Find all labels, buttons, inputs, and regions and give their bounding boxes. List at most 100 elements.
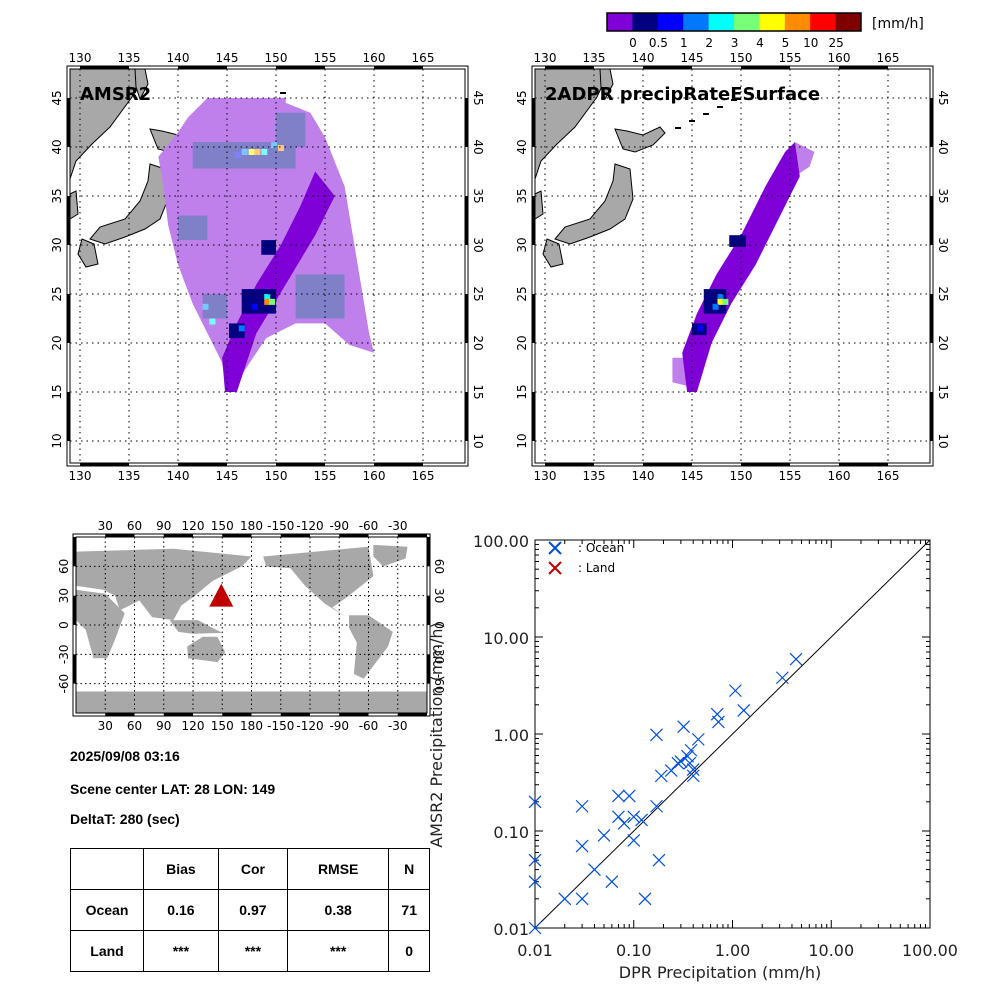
- colorbar-tick-label: 4: [756, 36, 764, 50]
- x-tick-label: 1.00: [715, 941, 751, 960]
- precip-pixel: [264, 294, 271, 300]
- legend-label-land: : Land: [578, 561, 615, 575]
- frame-bar: [465, 392, 468, 441]
- scatter-legend: : Ocean : Land: [548, 541, 624, 575]
- precip-heavy: [261, 240, 276, 255]
- colorbar-frame: [606, 12, 862, 32]
- frame-bar: [839, 66, 888, 69]
- precip-patch: [178, 215, 208, 241]
- frame-bar: [105, 713, 135, 716]
- lat-tick-label-left: 20: [50, 335, 64, 350]
- scatter-point-ocean: [681, 749, 694, 763]
- world-landmass: [76, 589, 125, 659]
- frame-bar: [741, 66, 790, 69]
- lon-tick-label-bottom: 160: [363, 469, 386, 483]
- lat-tick-label-left: 45: [515, 90, 529, 105]
- map-border-outer: [531, 65, 934, 467]
- lon-tick-label-top: 135: [118, 51, 141, 65]
- table-row: Land *** *** *** 0: [70, 930, 430, 972]
- point-stroke: [650, 799, 663, 813]
- scatter-point-ocean: [612, 789, 625, 803]
- scatter-point-ocean: [635, 813, 648, 827]
- frame-bar: [178, 463, 227, 466]
- x-tick-label: 100.00: [902, 941, 958, 960]
- world-landmass: [349, 615, 393, 679]
- colorbar-swatch: [784, 13, 811, 31]
- land-honshu: [554, 163, 634, 245]
- precip-pixel: [209, 318, 216, 325]
- point-stroke: [683, 756, 697, 770]
- frame-bar: [532, 196, 535, 245]
- precip-pixel: [264, 298, 271, 305]
- island-kuril: [731, 99, 737, 101]
- x-tick-label: 0.10: [616, 941, 652, 960]
- lon-tick-label-top: 150: [730, 51, 753, 65]
- lat-tick-label-right: 25: [936, 286, 950, 301]
- frame-bar: [930, 98, 933, 147]
- lat-tick-label-right: 30: [936, 237, 950, 252]
- scatter-plot: 0.01 0.10 1.00 10.00 100.00 0.01 0.10 1.00 10.00…: [427, 532, 958, 982]
- frame-bar: [73, 537, 76, 567]
- colorbar-swatch: [759, 13, 786, 31]
- scatter-point-ocean: [575, 839, 589, 853]
- frame-bar: [427, 654, 430, 684]
- lon-tick-label-top: 140: [167, 51, 190, 65]
- scatter-point-ocean: [627, 810, 641, 824]
- point-stroke: [789, 652, 803, 666]
- island-kuril: [675, 127, 681, 129]
- frame-bar: [465, 196, 468, 245]
- colorbar-swatch: [734, 13, 760, 31]
- colorbar-swatch: [708, 13, 735, 31]
- map-title-amsr2: AMSR2: [80, 84, 151, 105]
- frame-bar: [67, 392, 70, 441]
- lat-tick-label-right: 45: [936, 90, 950, 105]
- lon-tick-label-top: 165: [412, 51, 435, 65]
- world-landmass: [187, 636, 226, 663]
- land-korea: [534, 190, 544, 220]
- point-stroke: [528, 875, 542, 889]
- world-lon-tick-label-bottom: 180: [240, 719, 263, 733]
- colorbar-swatch: [657, 13, 684, 31]
- frame-bar: [222, 534, 252, 537]
- lon-tick-label-bottom: 135: [583, 469, 606, 483]
- frame-bar: [930, 196, 933, 245]
- point-stroke: [588, 863, 601, 877]
- lon-tick-label-top: 155: [314, 51, 337, 65]
- frame-bar: [643, 463, 692, 466]
- lon-tick-label-top: 165: [877, 51, 900, 65]
- lon-tick-label-top: 145: [681, 51, 704, 65]
- scatter-point-ocean: [617, 816, 631, 830]
- x-tick-label: 10.00: [808, 941, 854, 960]
- world-lon-tick-label-top: 120: [182, 519, 205, 533]
- lon-tick-label-top: 145: [216, 51, 239, 65]
- lat-tick-label-right: 15: [471, 384, 485, 399]
- scene-location-marker-icon: [209, 583, 234, 607]
- point-stroke: [627, 810, 641, 824]
- legend-marker-ocean-icon: [548, 541, 562, 555]
- point-stroke: [627, 833, 641, 847]
- table-cell: 0.16: [143, 889, 219, 931]
- point-stroke: [686, 769, 700, 783]
- lat-tick-label-right: 35: [471, 188, 485, 203]
- world-lat-tick-label-left: 0: [57, 621, 71, 629]
- lon-tick-label-bottom: 130: [69, 469, 92, 483]
- table-cell: 0: [388, 930, 430, 972]
- colorbar-swatch: [683, 13, 710, 31]
- scatter-point-ocean: [650, 799, 663, 813]
- legend-marker-stroke: [548, 561, 562, 575]
- frame-bar: [73, 595, 76, 625]
- point-stroke: [575, 839, 589, 853]
- colorbar-tick-label: 5: [782, 36, 790, 50]
- scatter-point-ocean: [664, 764, 678, 777]
- precip-pixel: [238, 325, 245, 332]
- world-lat-tick-label-left: 60: [57, 559, 71, 574]
- scatter-point-ocean: [575, 799, 589, 813]
- precip-pixel: [269, 298, 276, 305]
- frame-bar: [374, 463, 423, 466]
- point-stroke: [635, 813, 648, 827]
- lat-tick-label-left: 35: [50, 188, 64, 203]
- frame-bar: [67, 98, 70, 147]
- frame-bar: [545, 66, 594, 69]
- scatter-point-ocean: [789, 652, 803, 666]
- table-cell: 0.38: [286, 889, 390, 931]
